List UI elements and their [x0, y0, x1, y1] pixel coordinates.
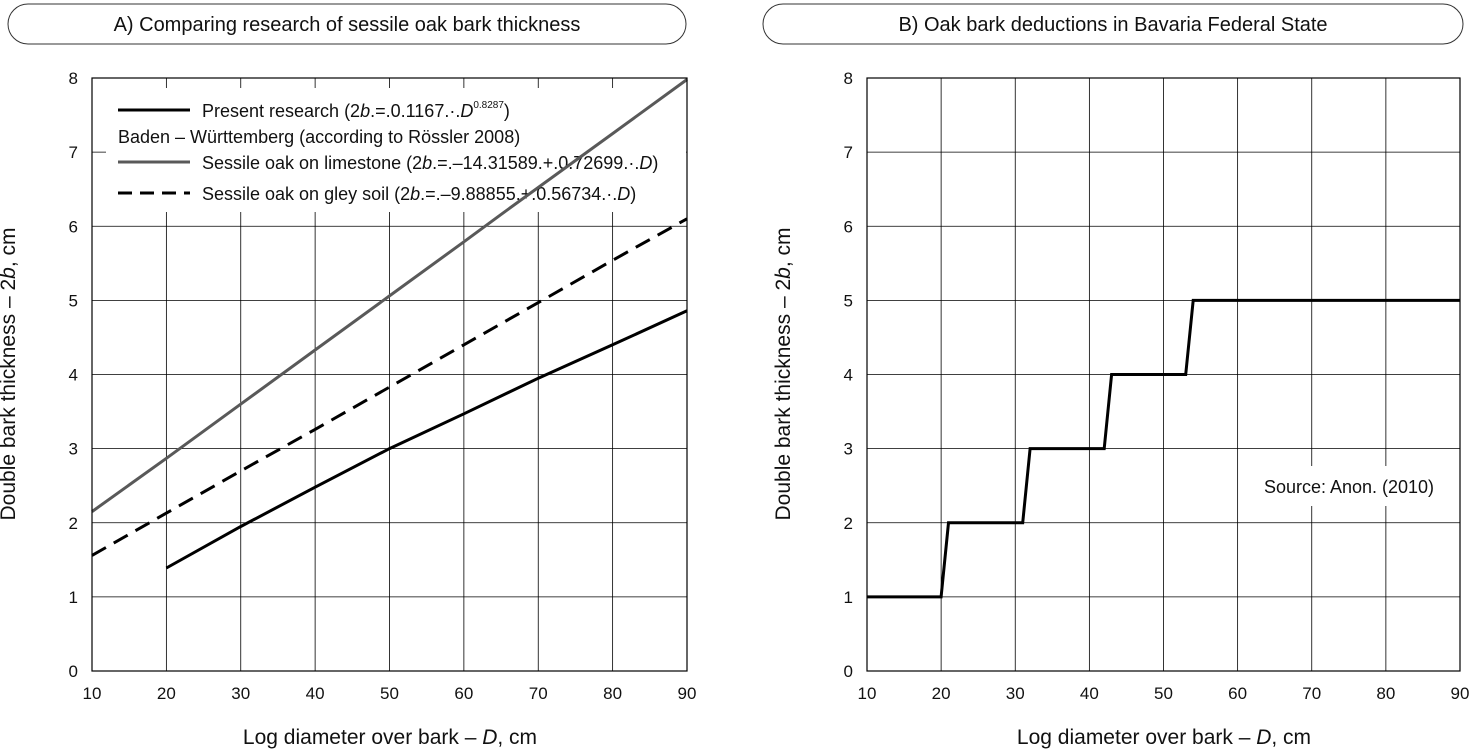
panel-b-x-tick-label: 60 — [1228, 684, 1247, 703]
panel-b-series — [867, 298, 1460, 599]
panel-b-x-tick-label: 40 — [1080, 684, 1099, 703]
panel-a-y-tick-label: 3 — [69, 440, 78, 459]
panel-a-x-tick-label: 20 — [157, 684, 176, 703]
panel-b-y-axis-label: Double bark thickness – 2b, cm — [772, 228, 795, 521]
panel-a-title-box — [7, 3, 687, 45]
panel-a-y-tick-label: 6 — [69, 217, 78, 236]
panel-b-y-tick-label: 6 — [844, 217, 853, 236]
panel-a-x-tick-label: 30 — [231, 684, 250, 703]
panel-a-y-tick-label: 4 — [69, 366, 78, 385]
panel-a-plot-frame — [91, 77, 688, 672]
panel-a-x-axis-label: Log diameter over bark – D, cm — [243, 726, 537, 749]
panel-b-title: B) Oak bark deductions in Bavaria Federa… — [898, 14, 1327, 36]
legend-group-label: Baden – Württemberg (according to Rössle… — [118, 127, 520, 147]
panel-a-x-tick-label: 10 — [83, 684, 102, 703]
panel-b-y-tick-label: 2 — [844, 514, 853, 533]
panel-b-y-tick-label: 1 — [844, 588, 853, 607]
panel-a-legend: Present research (2b.=.0.1167.·.D0.8287)… — [106, 88, 686, 212]
panel-a-y-tick-label: 0 — [69, 662, 78, 681]
panel-b-plot-frame — [866, 77, 1461, 672]
panel-b-x-ticks: 10 20 30 40 50 60 70 80 90 — [858, 684, 1469, 703]
series-limestone-line — [91, 78, 688, 513]
panel-a-y-tick-label: 8 — [69, 69, 78, 88]
panel-b-y-ticks: 0 1 2 3 4 5 6 7 8 — [844, 69, 853, 681]
series-present-line — [165, 309, 688, 570]
panel-b-x-tick-label: 20 — [932, 684, 951, 703]
legend-gley-label: Sessile oak on gley soil (2b.=.–9.88855.… — [202, 184, 636, 204]
panel-b-x-tick-label: 30 — [1006, 684, 1025, 703]
panel-b-y-tick-label: 8 — [844, 69, 853, 88]
panel-b-x-tick-label: 70 — [1302, 684, 1321, 703]
panel-a-x-tick-label: 70 — [529, 684, 548, 703]
panel-a-x-tick-label: 80 — [603, 684, 622, 703]
series-gley-line — [91, 217, 688, 557]
panel-a-y-tick-label: 7 — [69, 143, 78, 162]
panel-a-title: A) Comparing research of sessile oak bar… — [114, 14, 581, 36]
panel-a-y-ticks: 0 1 2 3 4 5 6 7 8 — [69, 69, 78, 681]
panel-b-x-axis-label: Log diameter over bark – D, cm — [1017, 726, 1311, 749]
panel-b-y-tick-label: 4 — [844, 366, 853, 385]
panel-a-x-tick-label: 50 — [380, 684, 399, 703]
panel-a-x-tick-label: 60 — [454, 684, 473, 703]
legend-present-label: Present research (2b.=.0.1167.·.D0.8287) — [202, 100, 510, 121]
panel-b-title-box — [762, 3, 1464, 45]
legend-limestone-label: Sessile oak on limestone (2b.=.–14.31589… — [202, 153, 658, 173]
panel-b-x-tick-label: 10 — [858, 684, 877, 703]
panel-b-x-tick-label: 90 — [1451, 684, 1469, 703]
panel-a-y-tick-label: 1 — [69, 588, 78, 607]
panel-b-y-tick-label: 5 — [844, 291, 853, 310]
panel-b-y-tick-label: 7 — [844, 143, 853, 162]
panel-a-series — [91, 78, 688, 570]
panel-b-x-tick-label: 50 — [1154, 684, 1173, 703]
panel-a-x-tick-label: 40 — [306, 684, 325, 703]
panel-a-chart: A) Comparing research of sessile oak bar… — [0, 3, 697, 749]
panel-a-x-ticks: 10 20 30 40 50 60 70 80 90 — [83, 684, 697, 703]
panel-a-y-tick-label: 5 — [69, 291, 78, 310]
series-bavaria-line — [867, 298, 1460, 599]
panel-b-x-tick-label: 80 — [1376, 684, 1395, 703]
panel-a-y-tick-label: 2 — [69, 514, 78, 533]
panel-b-y-tick-label: 0 — [844, 662, 853, 681]
source-note: Source: Anon. (2010) — [1264, 477, 1434, 497]
panel-a-x-tick-label: 90 — [678, 684, 697, 703]
source-note-box — [1248, 466, 1450, 506]
panel-b-y-tick-label: 3 — [844, 440, 853, 459]
panel-b-chart: B) Oak bark deductions in Bavaria Federa… — [762, 3, 1469, 749]
panel-a-y-axis-label: Double bark thickness – 2b, cm — [0, 228, 20, 521]
